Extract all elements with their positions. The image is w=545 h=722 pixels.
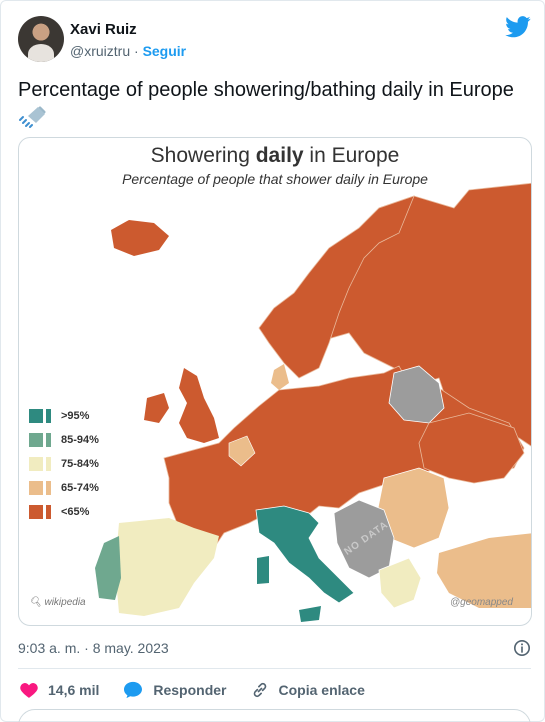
tweet-body: Percentage of people showering/bathing d… xyxy=(18,79,514,101)
separator: · xyxy=(130,43,143,59)
follow-button[interactable]: Seguir xyxy=(142,43,187,59)
map-title-bold: daily xyxy=(255,144,304,167)
legend-item: 75-84% xyxy=(29,452,99,476)
region-scandinavia xyxy=(258,195,415,379)
copy-link-label: Copia enlace xyxy=(278,682,365,698)
author-handle[interactable]: @xruiztru xyxy=(70,43,131,59)
region-greece xyxy=(378,557,422,609)
reply-bubble-icon xyxy=(124,681,143,699)
tweet-header: Xavi Ruiz @xruiztru · Seguir xyxy=(18,14,531,64)
heart-icon xyxy=(20,683,38,698)
region-denmark xyxy=(271,364,289,390)
legend-swatch-bar xyxy=(46,505,51,519)
tweet-timestamp[interactable]: 9:03 a. m. · 8 may. 2023 xyxy=(18,640,169,656)
like-count: 14,6 mil xyxy=(48,682,100,698)
region-belarus xyxy=(388,365,445,424)
region-benelux xyxy=(228,435,256,467)
region-ireland xyxy=(144,393,169,423)
legend-swatch-bar xyxy=(46,457,51,471)
region-uk xyxy=(179,368,219,443)
legend-swatch-bar xyxy=(46,481,51,495)
info-icon[interactable] xyxy=(513,639,531,657)
region-italy xyxy=(255,505,355,604)
map-legend: >95% 85-94% 75-84% 65-74% <65% xyxy=(29,404,99,524)
region-sicily xyxy=(299,606,321,622)
tweet-text: Percentage of people showering/bathing d… xyxy=(18,78,527,128)
legend-item: 85-94% xyxy=(29,428,99,452)
source-label: wikipedia xyxy=(44,597,86,608)
map-title-pre: Showering xyxy=(150,144,256,167)
divider xyxy=(18,668,531,669)
shower-icon xyxy=(19,106,46,128)
author-handle-row: @xruiztru · Seguir xyxy=(70,43,186,59)
map-image[interactable]: Showering daily in Europe Percentage of … xyxy=(18,137,532,626)
source-credit: 🔍︎ wikipedia xyxy=(29,597,86,608)
map-subtitle: Percentage of people that shower daily i… xyxy=(122,171,428,187)
legend-item: <65% xyxy=(29,500,99,524)
europe-map xyxy=(95,182,531,622)
search-icon: 🔍︎ xyxy=(29,597,42,608)
region-sardinia xyxy=(257,556,269,584)
legend-swatch-bar xyxy=(46,433,51,447)
legend-label: 65-74% xyxy=(61,482,99,494)
region-iceland xyxy=(111,220,169,256)
legend-swatch xyxy=(29,481,43,495)
legend-item: >95% xyxy=(29,404,99,428)
tweet-actions: 14,6 mil Responder Copia enlace xyxy=(20,680,389,700)
reply-label: Responder xyxy=(153,682,227,698)
legend-label: <65% xyxy=(61,506,90,518)
legend-label: >95% xyxy=(61,410,90,422)
legend-item: 65-74% xyxy=(29,476,99,500)
copy-link-button[interactable]: Copia enlace xyxy=(251,681,365,699)
author-name[interactable]: Xavi Ruiz xyxy=(70,21,137,38)
map-title-post: in Europe xyxy=(303,144,400,167)
avatar[interactable] xyxy=(18,16,64,62)
legend-swatch xyxy=(29,409,43,423)
legend-label: 75-84% xyxy=(61,458,99,470)
legend-swatch xyxy=(29,505,43,519)
legend-swatch-bar xyxy=(46,409,51,423)
read-replies-button[interactable] xyxy=(18,709,531,722)
map-title: Showering daily in Europe xyxy=(19,144,531,168)
region-ukraine xyxy=(418,412,525,484)
legend-swatch xyxy=(29,433,43,447)
reply-button[interactable]: Responder xyxy=(123,681,227,699)
legend-label: 85-94% xyxy=(61,434,99,446)
region-portugal xyxy=(95,536,121,600)
region-spain xyxy=(115,518,219,616)
link-icon xyxy=(253,682,266,698)
twitter-bird-icon[interactable] xyxy=(505,16,531,38)
legend-swatch xyxy=(29,457,43,471)
region-turkey xyxy=(437,533,531,608)
like-button[interactable]: 14,6 mil xyxy=(20,682,99,698)
author-credit: @geomapped xyxy=(450,597,513,608)
